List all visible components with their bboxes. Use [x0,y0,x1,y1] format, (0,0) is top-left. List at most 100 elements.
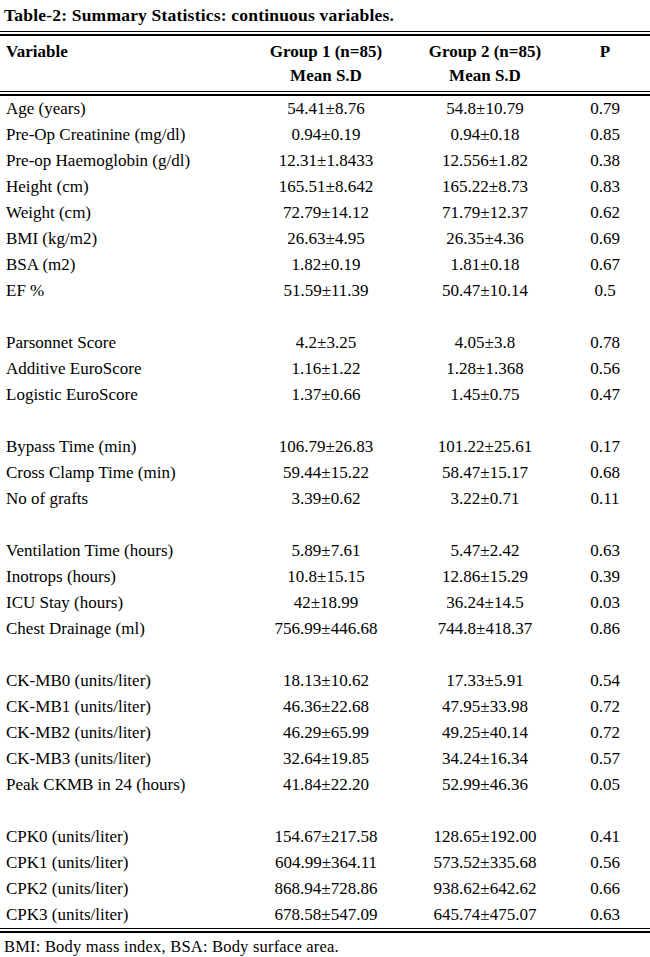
table-row: Peak CKMB in 24 (hours)41.84±22.2052.99±… [0,772,650,798]
column-header-variable: Variable [0,36,242,64]
table-row: BSA (m2)1.82±0.191.81±0.180.67 [0,252,650,278]
group1-value-cell: 10.8±15.15 [242,564,410,590]
group1-value-cell: 42±18.99 [242,590,410,616]
table-row: CPK3 (units/liter)678.58±547.09645.74±47… [0,902,650,928]
spacer-cell [0,642,650,668]
paper-table-page: Table-2: Summary Statistics: continuous … [0,0,650,957]
p-value-cell: 0.68 [560,460,650,486]
p-value-cell: 0.03 [560,590,650,616]
p-value-cell: 0.56 [560,356,650,382]
group2-value-cell: 645.74±475.07 [410,902,560,928]
p-value-cell: 0.69 [560,226,650,252]
table-row: BMI (kg/m2)26.63±4.9526.35±4.360.69 [0,226,650,252]
summary-statistics-table: Age (years)54.41±8.7654.8±10.790.79Pre-O… [0,96,650,928]
variable-cell: Pre-Op Creatinine (mg/dl) [0,122,242,148]
variable-cell: Weight (cm) [0,200,242,226]
group1-value-cell: 46.29±65.99 [242,720,410,746]
variable-cell: Cross Clamp Time (min) [0,460,242,486]
variable-cell: CK-MB0 (units/liter) [0,668,242,694]
group2-value-cell: 52.99±46.36 [410,772,560,798]
table-title: Table-2: Summary Statistics: continuous … [0,0,650,31]
table-row: Parsonnet Score4.2±3.254.05±3.80.78 [0,330,650,356]
column-subheader-group2-meansd: Mean S.D [410,64,560,91]
group1-value-cell: 3.39±0.62 [242,486,410,512]
p-value-cell: 0.63 [560,902,650,928]
group1-value-cell: 756.99±446.68 [242,616,410,642]
p-value-cell: 0.41 [560,824,650,850]
group1-value-cell: 0.94±0.19 [242,122,410,148]
p-value-cell: 0.17 [560,434,650,460]
table-row: CK-MB3 (units/liter)32.64±19.8534.24±16.… [0,746,650,772]
variable-cell: EF % [0,278,242,304]
table-row: Logistic EuroScore1.37±0.661.45±0.750.47 [0,382,650,408]
group2-value-cell: 54.8±10.79 [410,96,560,122]
group2-value-cell: 3.22±0.71 [410,486,560,512]
variable-cell: Inotrops (hours) [0,564,242,590]
table-row: ICU Stay (hours)42±18.9936.24±14.50.03 [0,590,650,616]
spacer-cell [0,798,650,824]
table-header: Variable Group 1 (n=85) Group 2 (n=85) P… [0,36,650,91]
table-row: Inotrops (hours)10.8±15.1512.86±15.290.3… [0,564,650,590]
group1-value-cell: 604.99±364.11 [242,850,410,876]
p-value-cell: 0.11 [560,486,650,512]
variable-cell: Bypass Time (min) [0,434,242,460]
group1-value-cell: 1.16±1.22 [242,356,410,382]
p-value-cell: 0.63 [560,538,650,564]
group1-value-cell: 4.2±3.25 [242,330,410,356]
p-value-cell: 0.38 [560,148,650,174]
variable-cell: CK-MB3 (units/liter) [0,746,242,772]
table-row: CPK1 (units/liter)604.99±364.11573.52±33… [0,850,650,876]
spacer-row [0,304,650,330]
variable-cell: Parsonnet Score [0,330,242,356]
column-subheader-empty [560,64,650,91]
group2-value-cell: 49.25±40.14 [410,720,560,746]
group2-value-cell: 165.22±8.73 [410,174,560,200]
table-body: Age (years)54.41±8.7654.8±10.790.79Pre-O… [0,96,650,928]
p-value-cell: 0.72 [560,720,650,746]
table-row: CK-MB2 (units/liter)46.29±65.9949.25±40.… [0,720,650,746]
p-value-cell: 0.72 [560,694,650,720]
group2-value-cell: 128.65±192.00 [410,824,560,850]
variable-cell: CPK0 (units/liter) [0,824,242,850]
group1-value-cell: 18.13±10.62 [242,668,410,694]
variable-cell: Peak CKMB in 24 (hours) [0,772,242,798]
p-value-cell: 0.57 [560,746,650,772]
group1-value-cell: 154.67±217.58 [242,824,410,850]
variable-cell: CPK1 (units/liter) [0,850,242,876]
group1-value-cell: 868.94±728.86 [242,876,410,902]
table-row: No of grafts3.39±0.623.22±0.710.11 [0,486,650,512]
group1-value-cell: 1.82±0.19 [242,252,410,278]
group2-value-cell: 34.24±16.34 [410,746,560,772]
p-value-cell: 0.47 [560,382,650,408]
p-value-cell: 0.5 [560,278,650,304]
header-row-2: Mean S.D Mean S.D [0,64,650,91]
variable-cell: Additive EuroScore [0,356,242,382]
group1-value-cell: 5.89±7.61 [242,538,410,564]
variable-cell: CK-MB1 (units/liter) [0,694,242,720]
group2-value-cell: 58.47±15.17 [410,460,560,486]
group1-value-cell: 165.51±8.642 [242,174,410,200]
variable-cell: Height (cm) [0,174,242,200]
table-row: EF %51.59±11.3950.47±10.140.5 [0,278,650,304]
group2-value-cell: 71.79±12.37 [410,200,560,226]
p-value-cell: 0.66 [560,876,650,902]
group2-value-cell: 101.22±25.61 [410,434,560,460]
table-row: Pre-Op Creatinine (mg/dl)0.94±0.190.94±0… [0,122,650,148]
column-header-p: P [560,36,650,64]
group1-value-cell: 51.59±11.39 [242,278,410,304]
group2-value-cell: 0.94±0.18 [410,122,560,148]
p-value-cell: 0.78 [560,330,650,356]
table-footnote: BMI: Body mass index, BSA: Body surface … [0,933,650,957]
group2-value-cell: 573.52±335.68 [410,850,560,876]
p-value-cell: 0.67 [560,252,650,278]
group1-value-cell: 26.63±4.95 [242,226,410,252]
variable-cell: CPK3 (units/liter) [0,902,242,928]
spacer-cell [0,512,650,538]
table-row: CPK2 (units/liter)868.94±728.86938.62±64… [0,876,650,902]
group1-value-cell: 12.31±1.8433 [242,148,410,174]
p-value-cell: 0.62 [560,200,650,226]
column-header-group1: Group 1 (n=85) [242,36,410,64]
group2-value-cell: 4.05±3.8 [410,330,560,356]
variable-cell: Pre-op Haemoglobin (g/dl) [0,148,242,174]
spacer-cell [0,408,650,434]
